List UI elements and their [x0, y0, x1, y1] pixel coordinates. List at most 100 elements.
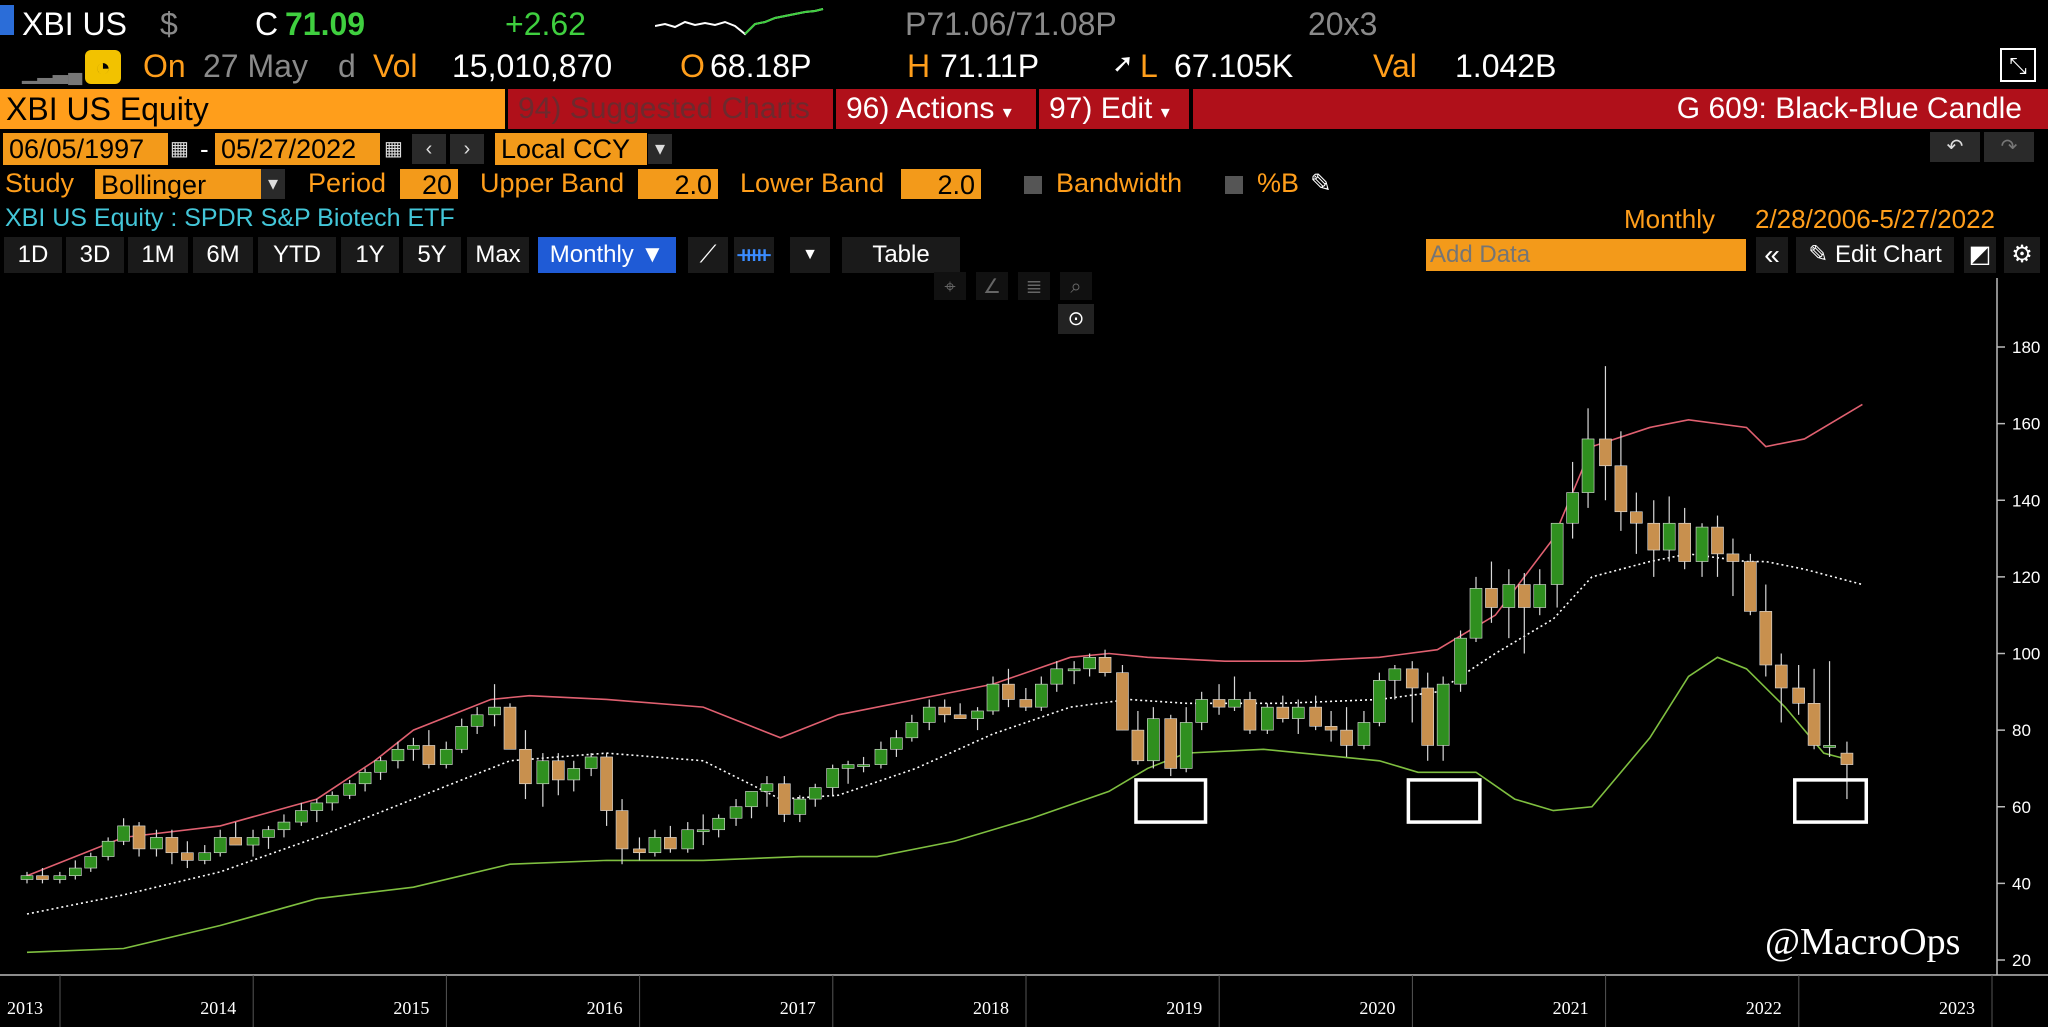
- bandwidth-label: Bandwidth: [1056, 168, 1183, 198]
- add-data-input[interactable]: [1426, 239, 1746, 271]
- lower-band-label: Lower Band: [740, 168, 885, 198]
- end-calendar-icon[interactable]: ▦: [384, 138, 403, 160]
- candle-body: [696, 829, 710, 833]
- pencil-icon[interactable]: ✎: [1310, 168, 1332, 198]
- candle-chart-icon[interactable]: ᚔ: [734, 237, 774, 273]
- candle-body: [890, 737, 903, 750]
- security-field-text: XBI US Equity: [6, 91, 209, 127]
- suggested-charts-button[interactable]: 94) Suggested Charts: [508, 89, 833, 129]
- currency-dropdown-icon[interactable]: ▾: [648, 134, 672, 164]
- undo-icon[interactable]: ↶: [1930, 132, 1980, 162]
- redo-icon[interactable]: ↷: [1984, 132, 2034, 162]
- edit-dropdown-icon: ▾: [1160, 102, 1170, 122]
- pctb-toggle[interactable]: %B: [1225, 168, 1299, 199]
- collapse-icon[interactable]: «: [1756, 237, 1788, 273]
- draw-tool-icon[interactable]: ∠: [976, 272, 1008, 300]
- chart-style-dropdown-icon[interactable]: ▼: [790, 237, 830, 273]
- end-date-field[interactable]: 05/27/2022: [215, 133, 380, 165]
- candle-body: [1179, 722, 1193, 769]
- period-tab-1d[interactable]: 1D: [4, 237, 62, 273]
- y-tick-label: 40: [2012, 874, 2031, 893]
- legend-tool-icon[interactable]: ≣: [1018, 272, 1050, 300]
- candle-body: [1614, 465, 1628, 513]
- candle-body: [1711, 526, 1724, 555]
- period-tab-1y[interactable]: 1Y: [341, 237, 399, 273]
- candle-body: [1485, 588, 1498, 608]
- edit-chart-button[interactable]: ✎ Edit Chart: [1796, 237, 1954, 273]
- candle-body: [246, 837, 260, 846]
- pctb-checkbox[interactable]: [1225, 175, 1243, 194]
- security-field[interactable]: XBI US Equity: [0, 89, 505, 129]
- upper-band-label: Upper Band: [480, 168, 625, 198]
- start-calendar-icon[interactable]: ▦: [170, 138, 189, 160]
- candle-body: [938, 706, 952, 716]
- candle-body: [391, 748, 405, 762]
- next-period-icon[interactable]: ›: [450, 134, 484, 164]
- bandwidth-checkbox[interactable]: [1024, 175, 1042, 194]
- period-tab-ytd[interactable]: YTD: [258, 237, 336, 273]
- upper-band-field[interactable]: 2.0: [638, 169, 718, 200]
- candle-body: [1792, 687, 1805, 704]
- candle-body: [277, 821, 291, 831]
- candle-body: [1469, 588, 1483, 639]
- candle-body: [1195, 699, 1208, 723]
- study-select[interactable]: Bollinger: [95, 169, 285, 200]
- frequency-select[interactable]: Monthly ▼: [538, 237, 676, 273]
- highlight-box: [1134, 778, 1208, 824]
- candle-body: [567, 768, 581, 781]
- x-tick-label: 2018: [973, 998, 1009, 1018]
- candle-body: [488, 706, 501, 716]
- popout-icon[interactable]: ⤡: [2000, 48, 2036, 82]
- candle-body: [1518, 584, 1531, 608]
- period-field[interactable]: 20: [400, 169, 458, 200]
- candle-body: [1131, 729, 1145, 762]
- candle-body: [407, 745, 420, 750]
- x-tick-label: 2015: [393, 998, 429, 1018]
- period-tab-6m[interactable]: 6M: [193, 237, 253, 273]
- settings-gear-icon[interactable]: ⚙: [2004, 237, 2040, 273]
- close-label: C: [255, 6, 279, 42]
- chart-options-icon[interactable]: ◩: [1964, 237, 1996, 273]
- sparkline: [655, 8, 824, 36]
- signal-bars-icon: ▁▂▃▄: [22, 62, 83, 84]
- x-tick-label: 2019: [1166, 998, 1202, 1018]
- currency-select[interactable]: Local CCY: [495, 133, 647, 165]
- candle-body: [1774, 664, 1788, 689]
- period-tab-1m[interactable]: 1M: [128, 237, 188, 273]
- candle-body: [343, 783, 356, 796]
- actions-button[interactable]: 96) Actions ▾: [836, 89, 1036, 129]
- y-tick-label: 60: [2012, 798, 2031, 817]
- watermark: @MacroOps: [1765, 921, 1961, 963]
- study-dropdown-icon[interactable]: ▾: [261, 169, 285, 199]
- zoom-tool-icon[interactable]: ⌕: [1060, 272, 1092, 300]
- alert-icon[interactable]: ◔: [85, 50, 121, 84]
- candle-body: [20, 875, 34, 880]
- period-tab-5y[interactable]: 5Y: [403, 237, 461, 273]
- period-tab-3d[interactable]: 3D: [66, 237, 124, 273]
- end-date-text: 05/27/2022: [221, 134, 357, 164]
- edit-button[interactable]: 97) Edit ▾: [1039, 89, 1189, 129]
- period-label: Period: [308, 168, 387, 198]
- candle-body: [36, 875, 49, 880]
- y-tick-label: 160: [2012, 415, 2040, 434]
- price-chart[interactable]: 20 40 60 80 100 120 140 160 180 2013 2014 2015 2016 2…: [0, 278, 2048, 1027]
- candle-body: [84, 856, 98, 869]
- start-date-field[interactable]: 06/05/1997: [3, 133, 168, 165]
- table-button[interactable]: Table: [842, 237, 960, 273]
- reset-view-icon[interactable]: ⊙: [1058, 304, 1094, 334]
- crosshair-tool-icon[interactable]: ⌖: [934, 272, 966, 300]
- lower-band-field[interactable]: 2.0: [901, 169, 981, 200]
- candle-body: [470, 714, 484, 727]
- period-tab-max[interactable]: Max: [467, 237, 529, 273]
- previous-period-icon[interactable]: ‹: [412, 134, 446, 164]
- candle-body: [1212, 699, 1226, 708]
- y-tick-label: 180: [2012, 338, 2040, 357]
- cursor-icon: ➚: [1112, 48, 1134, 78]
- bandwidth-toggle[interactable]: Bandwidth: [1024, 168, 1182, 199]
- x-tick-label: 2023: [1939, 998, 1975, 1018]
- frequency-dropdown-icon: ▼: [640, 241, 665, 268]
- candle-body: [1261, 706, 1274, 731]
- security-description: XBI US Equity : SPDR S&P Biotech ETF: [5, 204, 455, 232]
- candle-body: [745, 791, 758, 808]
- line-chart-icon[interactable]: ⟋: [688, 237, 728, 273]
